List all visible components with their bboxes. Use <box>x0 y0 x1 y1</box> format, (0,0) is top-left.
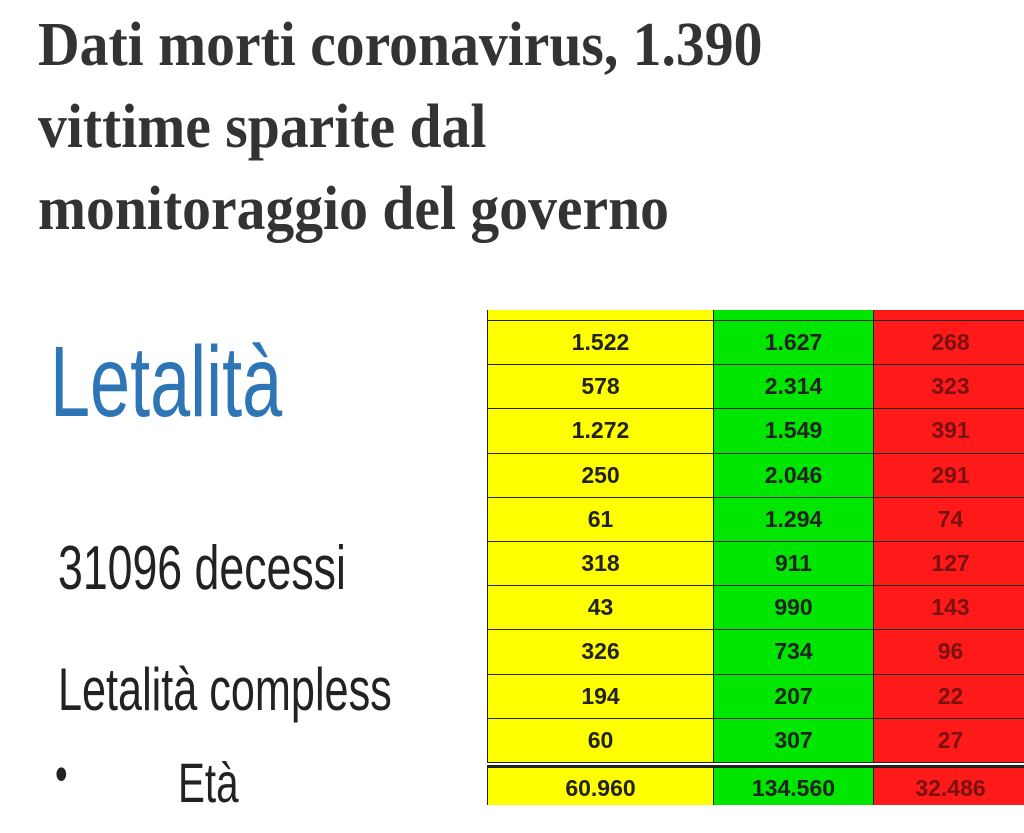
bullet-dot: • <box>55 746 68 802</box>
table-cell: 1.627 <box>713 320 874 366</box>
table-cell: 2.046 <box>713 452 874 498</box>
table-cell: 250 <box>487 452 714 498</box>
table-cell: 194 <box>487 673 714 719</box>
headline: Dati morti coronavirus, 1.390 vittime sp… <box>38 4 817 250</box>
total-cell: 134.560 <box>713 765 874 805</box>
table-cell: 2.314 <box>713 364 874 410</box>
table-cell: 1.522 <box>487 320 714 366</box>
table-cell: 1.272 <box>487 408 714 454</box>
slide-line: Letalità compless <box>58 656 392 723</box>
total-cell: 32.486 <box>873 765 1024 805</box>
table-cell: 391 <box>873 408 1024 454</box>
table-cell: 1.294 <box>713 496 874 542</box>
slide-deaths: 31096 decessi <box>58 534 346 603</box>
table-cell: 323 <box>873 364 1024 410</box>
table-cell: 74 <box>873 496 1024 542</box>
table-cell: 60 <box>487 717 714 763</box>
slide-title: Letalità <box>50 326 283 438</box>
table-cell: 318 <box>487 541 714 587</box>
table-cell: 143 <box>873 585 1024 631</box>
table: 1.522 1.627 268 578 2.314 323 1.272 1.549 391 250… <box>487 310 1024 805</box>
headline-line: Dati morti coronavirus, 1.390 <box>38 11 763 79</box>
table-cell: 268 <box>873 320 1024 366</box>
headline-line: vittime sparite dal <box>38 93 487 161</box>
table-cell: 990 <box>713 585 874 631</box>
table-cell: 22 <box>873 673 1024 719</box>
table-cell: 43 <box>487 585 714 631</box>
total-cell: 60.960 <box>487 765 714 805</box>
headline-line: monitoraggio del governo <box>38 175 670 243</box>
table-cell: 911 <box>713 541 874 587</box>
table-cell: 291 <box>873 452 1024 498</box>
table-cell: 61 <box>487 496 714 542</box>
slide-bullet: Età <box>178 751 239 814</box>
table-cell: 207 <box>713 673 874 719</box>
table-cell: 326 <box>487 629 714 675</box>
table-cell: 1.549 <box>713 408 874 454</box>
slide: Letalità 31096 decessi Letalità compless… <box>0 305 487 833</box>
table-cell: 27 <box>873 717 1024 763</box>
table-cell: 734 <box>713 629 874 675</box>
table-cell: 307 <box>713 717 874 763</box>
table-cell: 127 <box>873 541 1024 587</box>
table-cell: 578 <box>487 364 714 410</box>
table-cell: 96 <box>873 629 1024 675</box>
